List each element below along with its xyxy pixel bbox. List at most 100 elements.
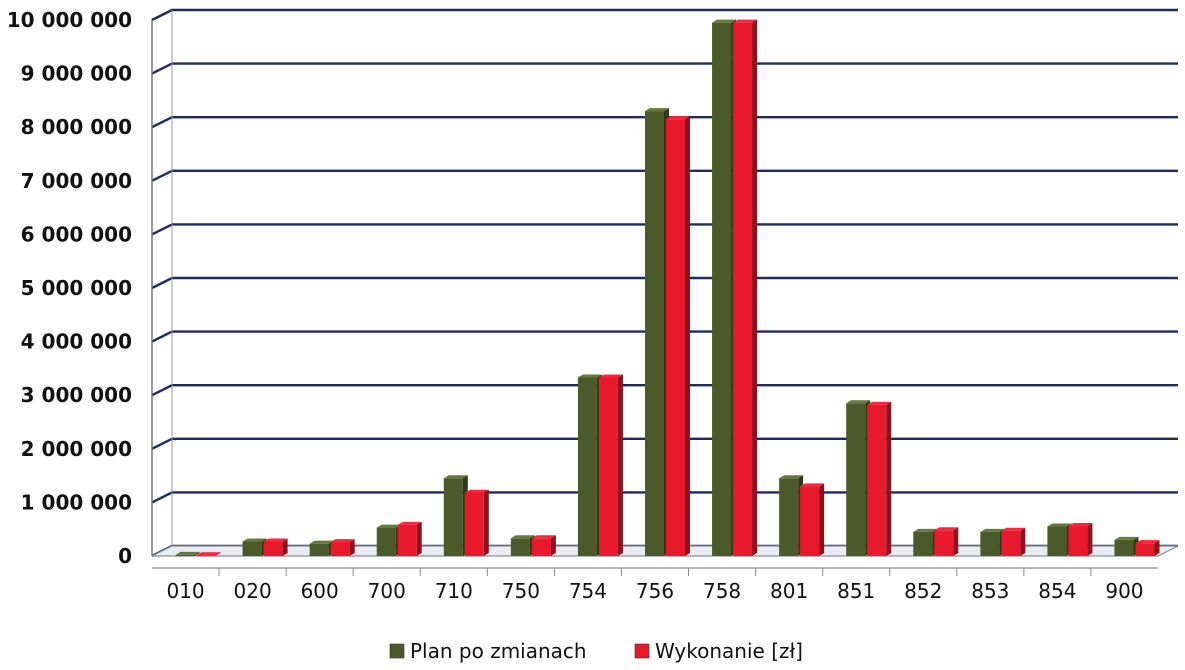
- bar-side: [953, 527, 959, 556]
- bar-top: [443, 475, 468, 479]
- bar-front: [309, 543, 329, 556]
- bar-plan-852: [913, 528, 938, 556]
- bar-plan-851: [846, 400, 871, 556]
- bar-front: [263, 541, 283, 556]
- bar-plan-758: [712, 19, 737, 557]
- bar-wykonanie-700: [397, 521, 422, 556]
- bar-plan-600: [309, 540, 334, 556]
- bar-front: [913, 531, 933, 556]
- bar-top: [913, 528, 938, 532]
- x-tick-label: 801: [770, 579, 808, 603]
- bar-side: [349, 539, 355, 556]
- bar-front: [1135, 543, 1155, 556]
- legend-label: Wykonanie [zł]: [655, 639, 803, 663]
- bar-wykonanie-853: [1001, 527, 1026, 556]
- bar-front: [645, 111, 664, 557]
- bar-side: [215, 552, 221, 556]
- bar-wykonanie-020: [263, 538, 288, 556]
- bar-top: [980, 528, 1005, 532]
- bar-front: [800, 486, 820, 556]
- bar-top: [867, 401, 892, 405]
- bar-wykonanie-854: [1068, 522, 1093, 556]
- bar-front: [779, 478, 799, 556]
- legend-swatch: [389, 643, 405, 659]
- bar-front: [1068, 525, 1088, 556]
- bar-front: [464, 492, 484, 556]
- bar-wykonanie-750: [531, 535, 556, 556]
- bar-plan-020: [242, 538, 267, 556]
- y-tick-label: 2 000 000: [21, 437, 132, 461]
- bar-top: [464, 489, 489, 493]
- y-tick-label: 7 000 000: [21, 169, 132, 193]
- bar-front: [598, 377, 618, 556]
- y-tick-label: 0: [118, 544, 132, 568]
- bar-wykonanie-758: [733, 19, 758, 557]
- bar-top: [800, 483, 825, 487]
- bar-front: [196, 555, 216, 557]
- bar-side: [1020, 527, 1026, 556]
- bar-front: [1114, 539, 1134, 556]
- bar-plan-700: [376, 524, 401, 556]
- x-tick-label: 900: [1105, 579, 1143, 603]
- bar-top: [1001, 527, 1026, 531]
- bar-side: [886, 401, 892, 556]
- bar-plan-710: [443, 475, 468, 556]
- bar-wykonanie-010: [196, 552, 221, 557]
- bar-top: [666, 116, 690, 120]
- bar-front: [867, 404, 887, 556]
- bar-front: [531, 538, 551, 556]
- bar-top: [1135, 540, 1160, 544]
- bar-front: [330, 542, 350, 556]
- bar-top: [330, 539, 355, 543]
- bar-side: [550, 535, 556, 556]
- x-tick-label: 010: [166, 579, 204, 603]
- bar-wykonanie-851: [867, 401, 892, 556]
- legend-label: Plan po zmianach: [410, 639, 587, 663]
- bar-side: [194, 551, 200, 556]
- bar-wykonanie-710: [464, 489, 489, 556]
- bar-top: [309, 540, 334, 544]
- x-tick-label: 750: [502, 579, 540, 603]
- bar-top: [846, 400, 871, 404]
- bar-front: [376, 527, 396, 556]
- bar-top: [196, 552, 221, 556]
- bar-wykonanie-600: [330, 539, 355, 556]
- y-tick-label: 4 000 000: [21, 330, 132, 354]
- x-tick-label: 020: [234, 579, 272, 603]
- y-tick-label: 5 000 000: [21, 276, 132, 300]
- bar-side: [685, 116, 690, 556]
- legend-item: Plan po zmianach: [389, 639, 587, 663]
- x-axis-ticks: 010 020 600 700 710 750 754 756 758 801 851 852 853 8…: [166, 568, 1144, 603]
- bar-side: [617, 374, 623, 556]
- bar-front: [712, 22, 732, 557]
- x-tick-label: 700: [368, 579, 406, 603]
- bar-front: [934, 530, 954, 556]
- y-tick-label: 6 000 000: [21, 222, 132, 246]
- x-tick-label: 851: [837, 579, 875, 603]
- bar-plan-750: [510, 535, 535, 556]
- bars: [175, 19, 1160, 557]
- bar-wykonanie-900: [1135, 540, 1160, 556]
- bar-top: [397, 521, 422, 525]
- bar-front: [980, 531, 1000, 556]
- bar-plan-853: [980, 528, 1005, 556]
- bar-front: [443, 478, 463, 556]
- bar-top: [598, 374, 623, 378]
- x-tick-label: 854: [1038, 579, 1076, 603]
- bar-top: [712, 19, 737, 23]
- bar-top: [242, 538, 267, 542]
- x-tick-label: 852: [904, 579, 942, 603]
- bar-front: [733, 22, 753, 557]
- x-tick-label: 758: [703, 579, 741, 603]
- y-tick-label: 3 000 000: [21, 383, 132, 407]
- y-tick-label: 9 000 000: [21, 62, 132, 86]
- bar-plan-010: [175, 551, 200, 556]
- bar-side: [416, 521, 422, 556]
- y-tick-label: 8 000 000: [21, 115, 132, 139]
- bar-top: [376, 524, 401, 528]
- bar-top: [934, 527, 959, 531]
- bar-wykonanie-852: [934, 527, 959, 556]
- x-tick-label: 756: [636, 579, 674, 603]
- bar-top: [510, 535, 535, 539]
- bar-front: [846, 403, 866, 556]
